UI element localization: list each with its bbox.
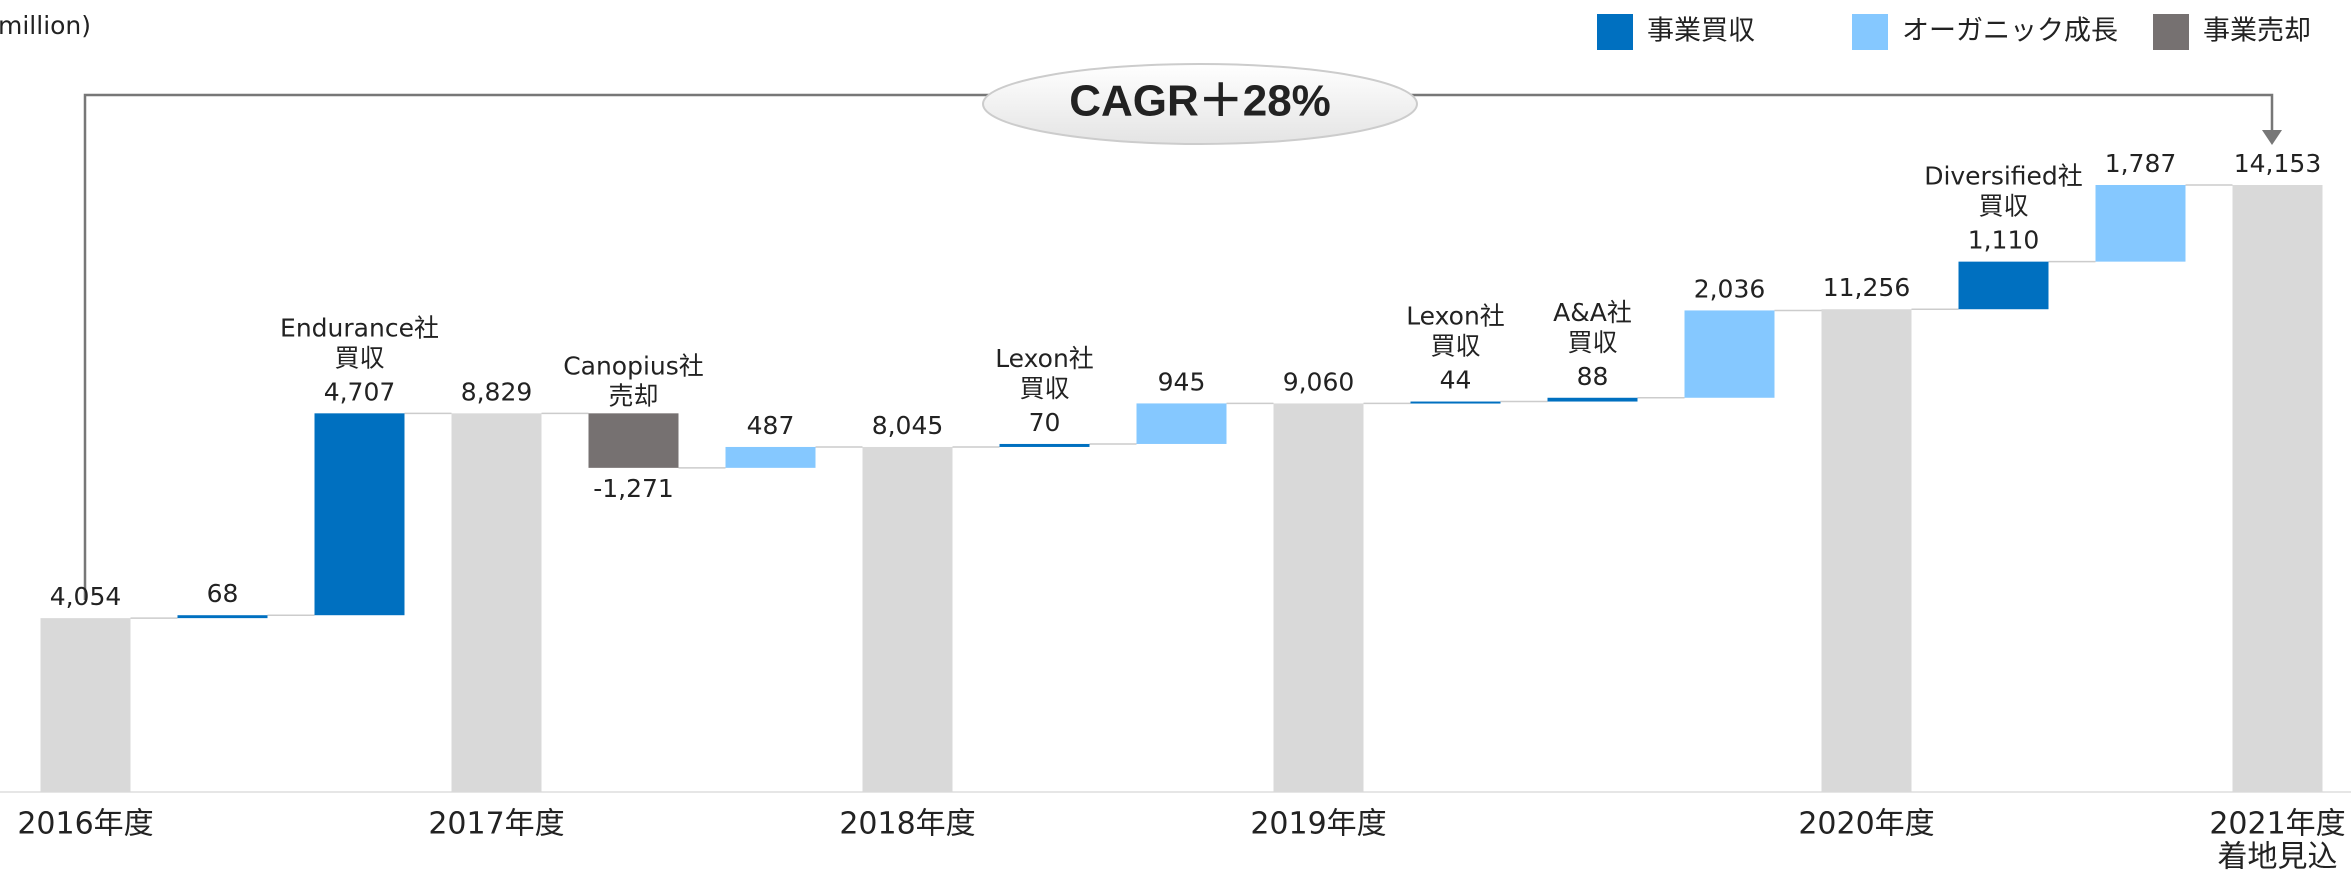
annotation: 買収 — [334, 343, 384, 372]
delta-bar — [1958, 261, 2049, 310]
legend-label: オーガニック成長 — [1902, 16, 2118, 47]
value-label: 11,256 — [1823, 273, 1910, 302]
annotation: Canopius社 — [563, 351, 704, 380]
value-label: 8,045 — [872, 411, 944, 440]
cagr-arrow — [2262, 130, 2282, 145]
value-label: 88 — [1577, 362, 1609, 391]
annotation: Lexon社 — [1406, 302, 1505, 331]
total-bar — [451, 413, 542, 792]
value-label: 14,153 — [2234, 149, 2321, 178]
delta-bar — [588, 413, 679, 468]
legend-label: 事業買収 — [1647, 16, 1755, 47]
delta-bar — [1547, 397, 1638, 402]
annotation: A&A社 — [1553, 298, 1632, 327]
value-label: 487 — [747, 411, 795, 440]
annotation: 買収 — [1430, 332, 1480, 361]
value-label: 70 — [1029, 408, 1061, 437]
legend-swatch — [1597, 14, 1633, 50]
annotation: 売却 — [608, 381, 658, 410]
delta-bar — [1410, 401, 1501, 404]
value-label: 4,707 — [324, 377, 396, 406]
delta-bar — [999, 443, 1090, 447]
annotation: 買収 — [1978, 192, 2028, 221]
delta-bar — [725, 446, 816, 468]
x-tick-label: 2021年度 — [2209, 807, 2345, 842]
delta-bar — [1684, 310, 1775, 398]
value-label: 4,054 — [50, 582, 122, 611]
x-tick-label: 着地見込 — [2218, 840, 2338, 875]
value-label: 1,110 — [1968, 226, 2040, 255]
x-tick-label: 2016年度 — [17, 807, 153, 842]
cagr-label: CAGR＋28% — [1069, 77, 1331, 126]
total-bar — [862, 446, 953, 792]
legend-label: 事業売却 — [2203, 16, 2311, 47]
total-bar — [40, 618, 131, 792]
value-label: 8,829 — [461, 377, 533, 406]
value-label: 68 — [207, 579, 239, 608]
total-bar — [1821, 309, 1912, 792]
x-tick-label: 2020年度 — [1798, 807, 1934, 842]
unit-label: million) — [0, 11, 91, 40]
annotation: Lexon社 — [995, 344, 1094, 373]
cagr-bubble — [982, 63, 1418, 145]
annotation: Diversified社 — [1924, 162, 2083, 191]
total-bar — [1273, 403, 1364, 792]
legend-swatch — [1852, 14, 1888, 50]
delta-bar — [1136, 403, 1227, 444]
x-tick-label: 2018年度 — [839, 807, 975, 842]
total-bar — [2232, 184, 2323, 793]
delta-bar — [2095, 184, 2186, 262]
annotation: 買収 — [1567, 328, 1617, 357]
delta-bar — [314, 413, 405, 616]
value-label: 9,060 — [1283, 367, 1355, 396]
value-label: 1,787 — [2105, 149, 2177, 178]
x-tick-label: 2017年度 — [428, 807, 564, 842]
delta-bar — [177, 615, 268, 619]
annotation: 買収 — [1019, 374, 1069, 403]
annotation: Endurance社 — [280, 313, 439, 342]
value-label: 945 — [1158, 367, 1206, 396]
x-tick-label: 2019年度 — [1250, 807, 1386, 842]
value-label: 44 — [1440, 366, 1472, 395]
value-label: 2,036 — [1694, 274, 1766, 303]
legend-swatch — [2153, 14, 2189, 50]
value-label: -1,271 — [593, 474, 674, 503]
